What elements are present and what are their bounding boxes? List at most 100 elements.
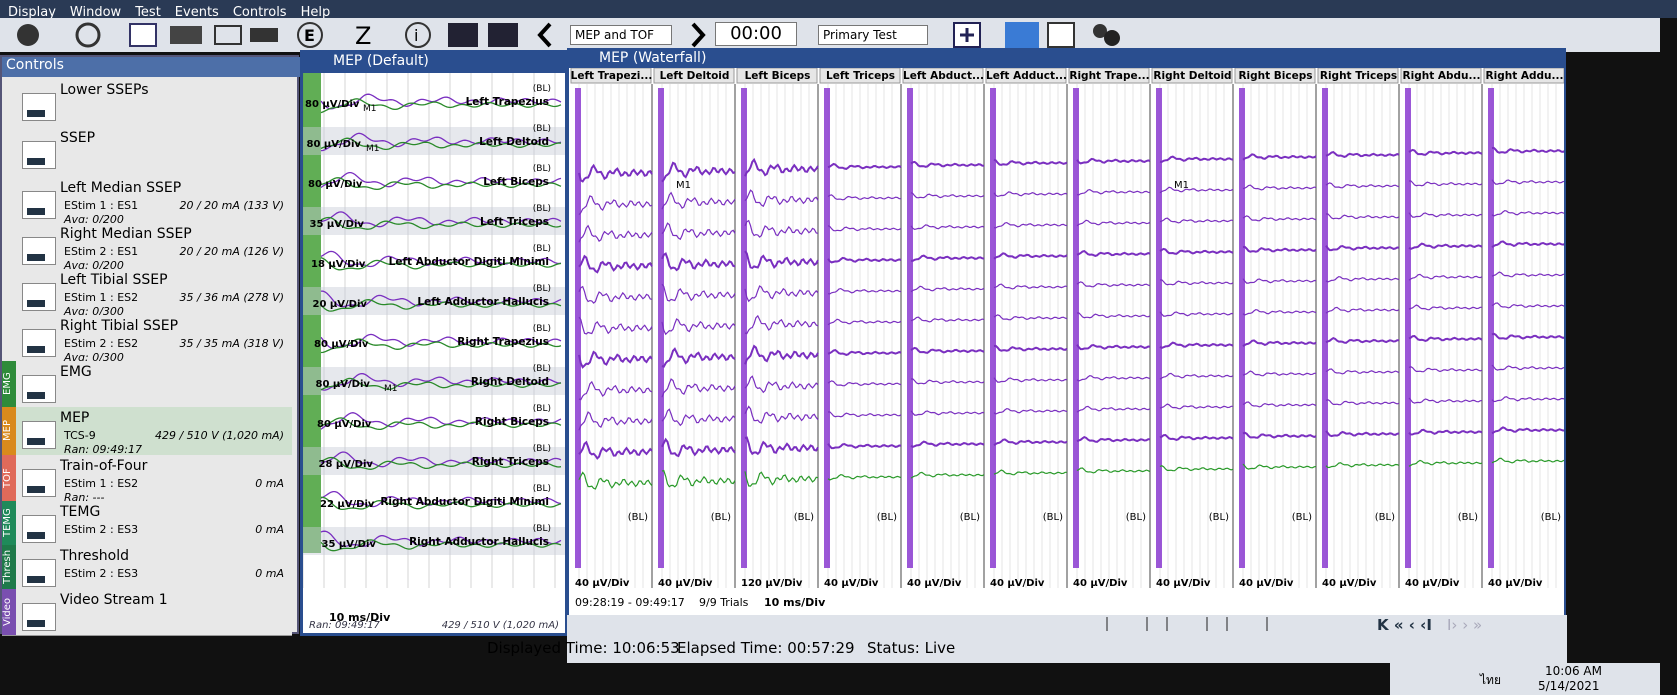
mep-default-plot: 80 µV/DivLeft Trapezius(BL)M180 µV/DivLe…	[303, 73, 565, 633]
channel-scale: 80 µV/Div	[307, 139, 362, 150]
control-stim: EStim 2 : ES2	[64, 337, 138, 350]
baseline-label: (BL)	[533, 404, 551, 414]
mep-default-title: MEP (Default)	[303, 53, 565, 73]
stim-artifact	[824, 88, 830, 568]
trace-purple	[1160, 157, 1233, 162]
stim-artifact	[1405, 88, 1411, 568]
trace-purple	[911, 442, 984, 447]
baseline-label: (BL)	[1043, 512, 1063, 523]
displayed-time: Displayed Time: 10:06:53	[487, 639, 680, 657]
channel-label: Left Biceps	[483, 176, 549, 188]
trace-purple	[1243, 247, 1316, 252]
trace-purple	[579, 256, 652, 272]
trace-purple	[745, 346, 818, 364]
control-setting: 0 mA	[255, 477, 284, 490]
trace-purple	[1160, 280, 1233, 285]
channel-label: Right Abductor Digiti Minimi	[380, 496, 549, 508]
m1-marker: M1	[1174, 180, 1189, 191]
trace-purple	[1160, 187, 1233, 193]
language[interactable]: ไทย	[1480, 671, 1501, 690]
channel-scale: 28 µV/Div	[319, 459, 374, 470]
channel-label: Left Deltoid	[479, 136, 549, 148]
test-select[interactable]: Primary Test	[818, 25, 928, 45]
control-name: SSEP	[60, 130, 95, 146]
control-icon	[22, 93, 56, 121]
trace-green	[994, 470, 1067, 475]
control-stim: EStim 2 : ES3	[64, 523, 138, 536]
trace-green	[662, 471, 735, 487]
baseline-label: (BL)	[533, 364, 551, 374]
baseline-label: (BL)	[533, 124, 551, 134]
control-stim: EStim 1 : ES2	[64, 477, 138, 490]
toolbar-icons: E Zi	[0, 18, 560, 52]
trace-green	[745, 471, 818, 486]
channel-label: Right Triceps	[472, 456, 549, 468]
trace-purple	[1243, 433, 1316, 438]
waterfall-title: MEP (Waterfall)	[569, 50, 1564, 68]
trace-purple	[662, 409, 735, 425]
baseline-label: (BL)	[533, 324, 551, 334]
trace-purple	[1409, 150, 1482, 155]
trace-purple	[1077, 406, 1150, 412]
column-scale: 40 µV/Div	[1073, 578, 1128, 589]
trace-purple	[1409, 305, 1482, 310]
trace-purple	[1326, 307, 1399, 313]
trace-purple	[1409, 336, 1482, 341]
trace-purple	[1326, 431, 1399, 436]
channel-label: Left Triceps	[480, 216, 549, 228]
trace-purple	[662, 440, 735, 457]
trace-purple	[911, 256, 984, 261]
trace-purple	[828, 319, 901, 325]
controls-title: Controls	[2, 57, 301, 77]
control-name: Right Median SSEP	[60, 226, 192, 242]
trace-purple	[994, 284, 1067, 289]
protocol-select[interactable]: MEP and TOF	[570, 25, 672, 45]
trials: 9/9 Trials	[699, 596, 749, 609]
trace-purple	[1492, 427, 1564, 433]
baseline-label: (BL)	[1541, 512, 1561, 523]
trace-green	[1326, 463, 1399, 468]
control-icon	[22, 141, 56, 169]
column-scale: 40 µV/Div	[1405, 578, 1460, 589]
control-item[interactable]: Lower SSEPs	[2, 79, 292, 128]
trace-purple	[994, 409, 1067, 414]
trace-purple	[911, 411, 984, 415]
baseline-label: (BL)	[533, 444, 551, 454]
trace-purple	[911, 225, 984, 230]
control-item[interactable]: SSEP	[2, 127, 292, 178]
trace-purple	[828, 381, 901, 386]
control-icon	[22, 191, 56, 219]
trace-purple	[1409, 181, 1482, 186]
next-arrow[interactable]	[685, 18, 715, 52]
column-label: Right Triceps	[1320, 70, 1397, 82]
column-scale: 40 µV/Div	[907, 578, 962, 589]
column-scale: 120 µV/Div	[741, 578, 803, 589]
trace-purple	[1492, 397, 1564, 402]
trace-purple	[1492, 303, 1564, 308]
m1-marker: M1	[676, 180, 691, 191]
baseline-label: (BL)	[533, 524, 551, 534]
control-icon	[22, 329, 56, 357]
clock-time: 10:06 AM	[1545, 664, 1602, 678]
control-setting: 20 / 20 mA (133 V)	[179, 199, 284, 212]
baseline-label: (BL)	[533, 84, 551, 94]
column-label: Left Triceps	[826, 70, 895, 82]
control-setting: 20 / 20 mA (126 V)	[179, 245, 284, 258]
column-scale: 40 µV/Div	[1156, 578, 1211, 589]
trace-purple	[1326, 183, 1399, 188]
control-stim: TCS-9	[64, 429, 96, 442]
baseline-label: (BL)	[1375, 512, 1395, 523]
